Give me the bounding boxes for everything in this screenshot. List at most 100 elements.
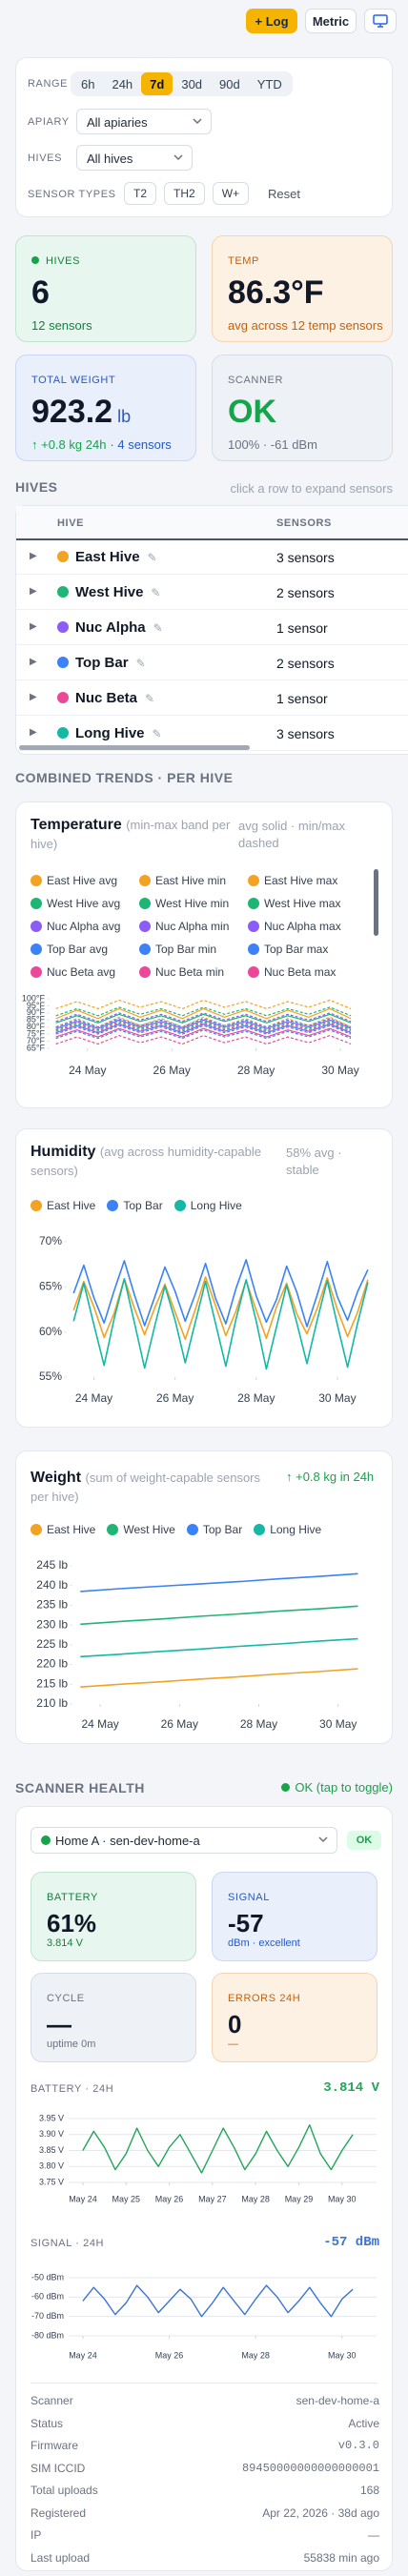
legend-label: Nuc Beta max	[264, 965, 337, 979]
apiary-select[interactable]: All apiaries	[76, 109, 212, 134]
subtitle: (sum of weight-capable sensors per hive)	[31, 1471, 261, 1504]
log-button[interactable]: + Log	[246, 9, 297, 33]
legend-label: East Hive min	[155, 874, 227, 887]
legend-dot	[248, 898, 259, 909]
x-tick-label: May 29	[285, 2194, 314, 2203]
legend-item: Top Bar min	[139, 938, 238, 961]
legend-item: Top Bar avg	[31, 938, 130, 961]
sub-text: 12 sensors	[31, 318, 92, 333]
y-tick-label: 3.75 V	[39, 2177, 64, 2186]
hives-value: All hives	[87, 152, 133, 166]
legend-item: East Hive avg	[31, 869, 130, 892]
legend-dot	[139, 898, 151, 909]
y-tick-label: -80 dBm	[31, 2330, 64, 2340]
value-text: 61%	[47, 1909, 97, 1937]
legend-dot	[254, 1524, 266, 1535]
legend-item: West Hive min	[139, 892, 238, 915]
legend-item: Nuc Alpha min	[139, 915, 238, 938]
range-button[interactable]: 24h	[103, 72, 141, 95]
hive-row[interactable]: ▶ Nuc Alpha ✎ 1 sensor	[16, 610, 408, 645]
edit-icon[interactable]: ✎	[153, 621, 163, 635]
units-button[interactable]: Metric	[305, 9, 357, 33]
legend-label: Nuc Alpha avg	[47, 920, 121, 933]
edit-icon[interactable]: ✎	[152, 727, 162, 740]
y-tick-label: 95°F	[27, 1001, 46, 1010]
x-tick-label: May 26	[155, 2350, 184, 2360]
legend-item: East Hive min	[139, 869, 238, 892]
x-tick-label: 24 May	[69, 1064, 106, 1077]
chart-note: 58% avg · stable	[286, 1146, 342, 1177]
sensor-count: 1 sensor	[276, 691, 328, 706]
hive-name: West Hive	[75, 584, 144, 600]
reset-link[interactable]: Reset	[268, 186, 300, 201]
chevron	[318, 1836, 328, 1843]
legend-label: East Hive	[47, 1199, 96, 1212]
hive-name-cell: Nuc Alpha ✎	[75, 619, 163, 636]
apiary-label: APIARY	[28, 116, 70, 128]
legend-dot	[31, 943, 42, 955]
status-badge: OK	[347, 1831, 381, 1850]
hives-select[interactable]: All hives	[76, 145, 193, 171]
info-value: sen-dev-home-a	[296, 2394, 379, 2407]
stat-value: OK	[228, 394, 276, 431]
chart-title: SIGNAL · 24H	[31, 2238, 105, 2249]
range-button[interactable]: 7d	[141, 72, 173, 95]
range-button[interactable]: YTD	[249, 72, 291, 95]
scanner-select[interactable]: Home A · sen-dev-home-a	[31, 1827, 337, 1854]
sensor-types-label: SENSOR TYPES	[28, 189, 116, 200]
sensor-type-chip[interactable]: W+	[212, 182, 250, 205]
section-title: SCANNER HEALTH	[15, 1780, 145, 1795]
status-dot	[281, 1783, 291, 1792]
hive-dot	[57, 551, 69, 562]
hive-row[interactable]: ▶ West Hive ✎ 2 sensors	[16, 575, 408, 610]
hive-row[interactable]: ▶ Top Bar ✎ 2 sensors	[16, 645, 408, 680]
sensor-type-chip[interactable]: T2	[124, 182, 157, 205]
legend-dot	[186, 1524, 198, 1535]
stat-card: CYCLE — uptime 0m	[31, 1973, 196, 2062]
stat-card: TOTAL WEIGHT 923.2 lb ↑ +0.8 kg 24h · 4 sens…	[15, 355, 196, 461]
sub-text: avg across 12 temp sensors	[228, 318, 383, 333]
stat-sub: 100% · -61 dBm	[228, 437, 317, 452]
edit-icon[interactable]: ✎	[135, 657, 146, 670]
legend-label: West Hive	[123, 1523, 175, 1536]
stat-label: HIVES	[31, 255, 80, 267]
current-value: -57 dBm	[323, 2235, 379, 2250]
stat-label: SIGNAL	[228, 1892, 270, 1903]
stat-label: BATTERY	[47, 1892, 98, 1903]
y-tick-label: 220 lb	[36, 1657, 68, 1671]
hive-dot	[57, 727, 69, 739]
info-value: 55838 min ago	[303, 2550, 379, 2565]
y-tick-label: 70°F	[27, 1036, 46, 1045]
legend: East Hive Top Bar Long Hive	[31, 1194, 374, 1217]
status-toggle[interactable]: OK (tap to toggle)	[281, 1780, 393, 1795]
expand-caret: ▶	[30, 621, 37, 632]
expand-caret: ▶	[30, 657, 37, 667]
range-button[interactable]: 30d	[173, 72, 211, 95]
legend-dot	[248, 875, 259, 886]
stat-value: 86.3°F	[228, 274, 324, 312]
hive-row[interactable]: ▶ Long Hive ✎ 3 sensors	[16, 716, 408, 751]
apiary-value: All apiaries	[87, 115, 148, 130]
hive-row[interactable]: ▶ East Hive ✎ 3 sensors	[16, 539, 408, 575]
stat-value: 6	[31, 274, 50, 312]
sensor-type-chip[interactable]: TH2	[164, 182, 205, 205]
stat-value: —	[47, 2010, 71, 2039]
range-button[interactable]: 6h	[72, 72, 103, 95]
y-tick-label: 3.85 V	[39, 2145, 64, 2155]
edit-icon[interactable]: ✎	[145, 692, 155, 705]
y-tick-label: 80°F	[27, 1022, 46, 1031]
edit-icon[interactable]: ✎	[147, 551, 157, 564]
hive-row[interactable]: ▶ Nuc Beta ✎ 1 sensor	[16, 680, 408, 716]
display-button[interactable]	[364, 9, 397, 33]
sub-text: 3.814 V	[47, 1937, 83, 1949]
hive-dot	[57, 657, 69, 668]
series-line	[55, 1006, 352, 1017]
edit-icon[interactable]: ✎	[151, 586, 161, 599]
range-button[interactable]: 90d	[211, 72, 249, 95]
x-tick-label: 28 May	[237, 1391, 275, 1405]
stat-sub: 12 sensors	[31, 318, 92, 333]
x-tick-label: 28 May	[237, 1064, 275, 1077]
expand-caret: ▶	[30, 586, 37, 597]
y-tick-label: 225 lb	[36, 1637, 68, 1651]
